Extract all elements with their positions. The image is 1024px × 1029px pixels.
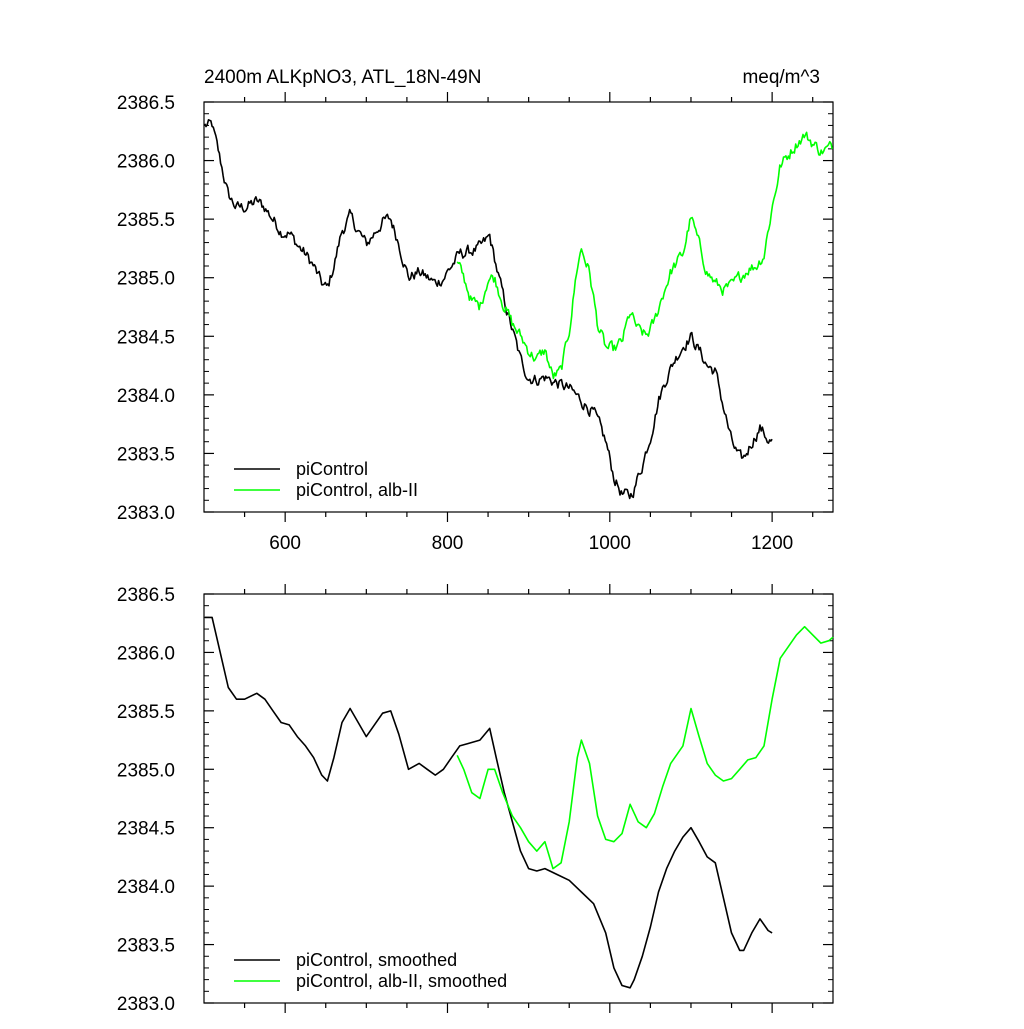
y-tick-label: 2385.0 [117, 760, 175, 781]
x-tick-label: 800 [432, 533, 464, 554]
plot-frame [203, 593, 834, 1004]
legend-label-picontrol-alb-ii-smoothed: piControl, alb-II, smoothed [296, 971, 507, 991]
legend-label-picontrol-alb-ii: piControl, alb-II [296, 480, 418, 500]
y-tick-label: 2384.0 [117, 877, 175, 898]
series-line-1 [456, 131, 833, 380]
series-line-1 [456, 625, 834, 870]
y-tick-label: 2384.0 [117, 386, 175, 407]
legend-label-picontrol: piControl [296, 459, 368, 479]
chart-units: meq/m^3 [742, 67, 820, 88]
series-line-0 [204, 616, 773, 989]
y-tick-label: 2385.5 [117, 702, 175, 723]
y-tick-label: 2383.0 [117, 994, 175, 1015]
legend-label-picontrol-smoothed: piControl, smoothed [296, 950, 457, 970]
series-line-0 [204, 119, 773, 500]
chart-title: 2400m ALKpNO3, ATL_18N-49N [204, 67, 481, 88]
top-panel: 2400m ALKpNO3, ATL_18N-49N meq/m^3 piCon… [117, 67, 834, 554]
plot-frame [203, 101, 834, 513]
x-tick-label: 1000 [589, 533, 631, 554]
legend: piControl piControl, alb-II [234, 459, 418, 500]
x-tick-label: 600 [269, 533, 301, 554]
y-tick-label: 2386.0 [117, 152, 175, 173]
legend: piControl, smoothed piControl, alb-II, s… [234, 950, 507, 991]
y-tick-label: 2386.0 [117, 643, 175, 664]
y-tick-label: 2385.5 [117, 210, 175, 231]
y-tick-label: 2384.5 [117, 327, 175, 348]
y-tick-label: 2383.0 [117, 503, 175, 524]
y-tick-label: 2386.5 [117, 93, 175, 114]
y-tick-label: 2386.5 [117, 585, 175, 606]
y-tick-label: 2384.5 [117, 819, 175, 840]
bottom-panel: piControl, smoothed piControl, alb-II, s… [117, 584, 834, 1015]
y-tick-label: 2385.0 [117, 269, 175, 290]
y-tick-label: 2383.5 [117, 936, 175, 957]
y-tick-label: 2383.5 [117, 444, 175, 465]
x-tick-label: 1200 [751, 533, 793, 554]
